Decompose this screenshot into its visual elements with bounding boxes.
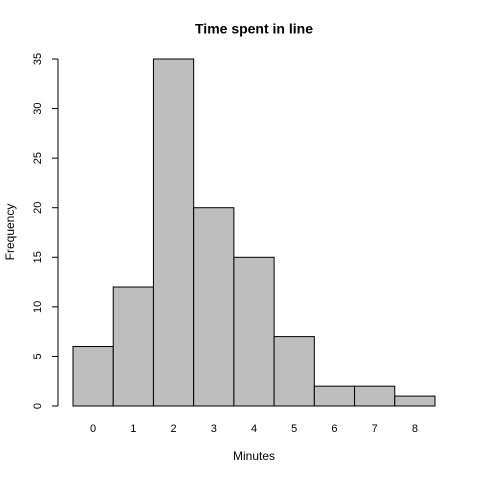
bar xyxy=(273,336,315,407)
bar xyxy=(112,286,154,407)
x-tick-label: 7 xyxy=(372,423,378,435)
x-tick-label: 1 xyxy=(130,423,136,435)
y-tick-label: 5 xyxy=(32,353,44,359)
bar xyxy=(72,346,114,407)
y-tick-label: 25 xyxy=(32,152,44,164)
bar xyxy=(313,385,356,407)
y-tick-label: 10 xyxy=(32,301,44,313)
x-tick-label: 2 xyxy=(170,423,176,435)
x-tick-label: 6 xyxy=(331,423,337,435)
bar xyxy=(394,395,436,407)
y-tick-label: 30 xyxy=(32,102,44,114)
bar xyxy=(233,256,275,407)
y-axis-title: Frequency xyxy=(3,204,17,261)
chart-title: Time spent in line xyxy=(195,21,313,37)
x-tick-label: 4 xyxy=(251,423,257,435)
y-tick-label: 35 xyxy=(32,53,44,65)
bar xyxy=(152,58,195,407)
x-tick-label: 5 xyxy=(291,423,297,435)
bar xyxy=(354,385,396,407)
x-axis-title: Minutes xyxy=(233,449,275,463)
x-tick-label: 3 xyxy=(211,423,217,435)
x-tick-label: 0 xyxy=(90,423,96,435)
bar xyxy=(193,207,235,407)
x-tick-label: 8 xyxy=(412,423,418,435)
y-tick-label: 0 xyxy=(32,403,44,409)
y-tick-label: 20 xyxy=(32,202,44,214)
y-tick-label: 15 xyxy=(32,251,44,263)
